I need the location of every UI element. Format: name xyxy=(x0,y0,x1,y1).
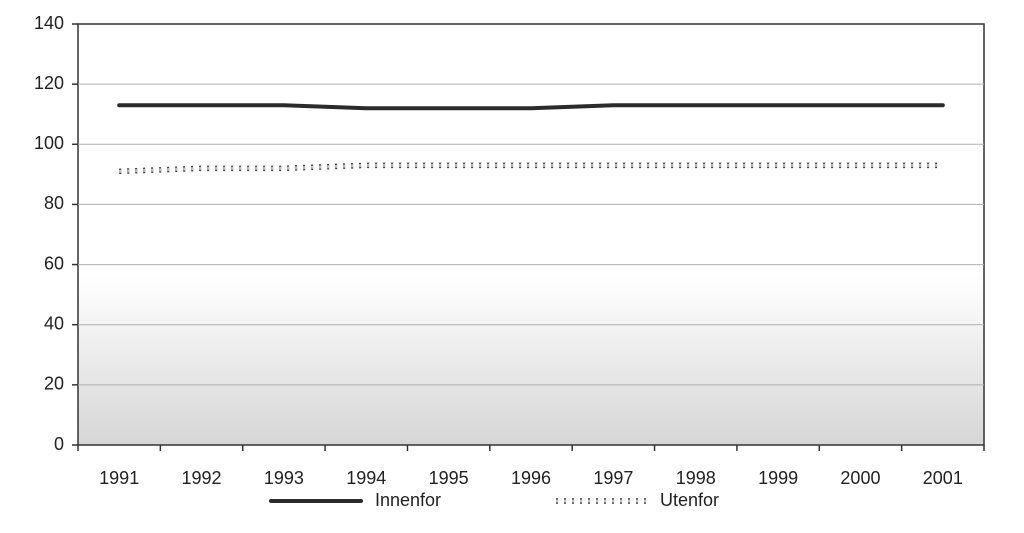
x-tick-label: 1995 xyxy=(429,468,469,488)
x-tick-label: 1999 xyxy=(758,468,798,488)
y-tick-label: 120 xyxy=(34,73,64,93)
legend-label-utenfor: Utenfor xyxy=(660,490,719,510)
x-tick-label: 1996 xyxy=(511,468,551,488)
y-tick-label: 20 xyxy=(44,374,64,394)
x-tick-label: 1992 xyxy=(182,468,222,488)
y-tick-label: 0 xyxy=(54,434,64,454)
x-tick-label: 1997 xyxy=(593,468,633,488)
plot-area xyxy=(78,24,984,445)
x-tick-label: 1998 xyxy=(676,468,716,488)
y-tick-label: 140 xyxy=(34,13,64,33)
legend-label-innenfor: Innenfor xyxy=(375,490,441,510)
y-tick-label: 60 xyxy=(44,253,64,273)
x-tick-label: 1993 xyxy=(264,468,304,488)
y-tick-label: 100 xyxy=(34,133,64,153)
y-tick-label: 40 xyxy=(44,313,64,333)
x-tick-label: 1994 xyxy=(346,468,386,488)
chart-svg: 0 20 40 60 80 100 120 140 1991 1992 1993 1994 1995 19… xyxy=(0,0,1024,533)
x-tick-label: 2001 xyxy=(923,468,963,488)
x-tick-label: 2000 xyxy=(840,468,880,488)
x-tick-label: 1991 xyxy=(99,468,139,488)
y-tick-label: 80 xyxy=(44,193,64,213)
line-chart: 0 20 40 60 80 100 120 140 1991 1992 1993 1994 1995 19… xyxy=(0,0,1024,533)
